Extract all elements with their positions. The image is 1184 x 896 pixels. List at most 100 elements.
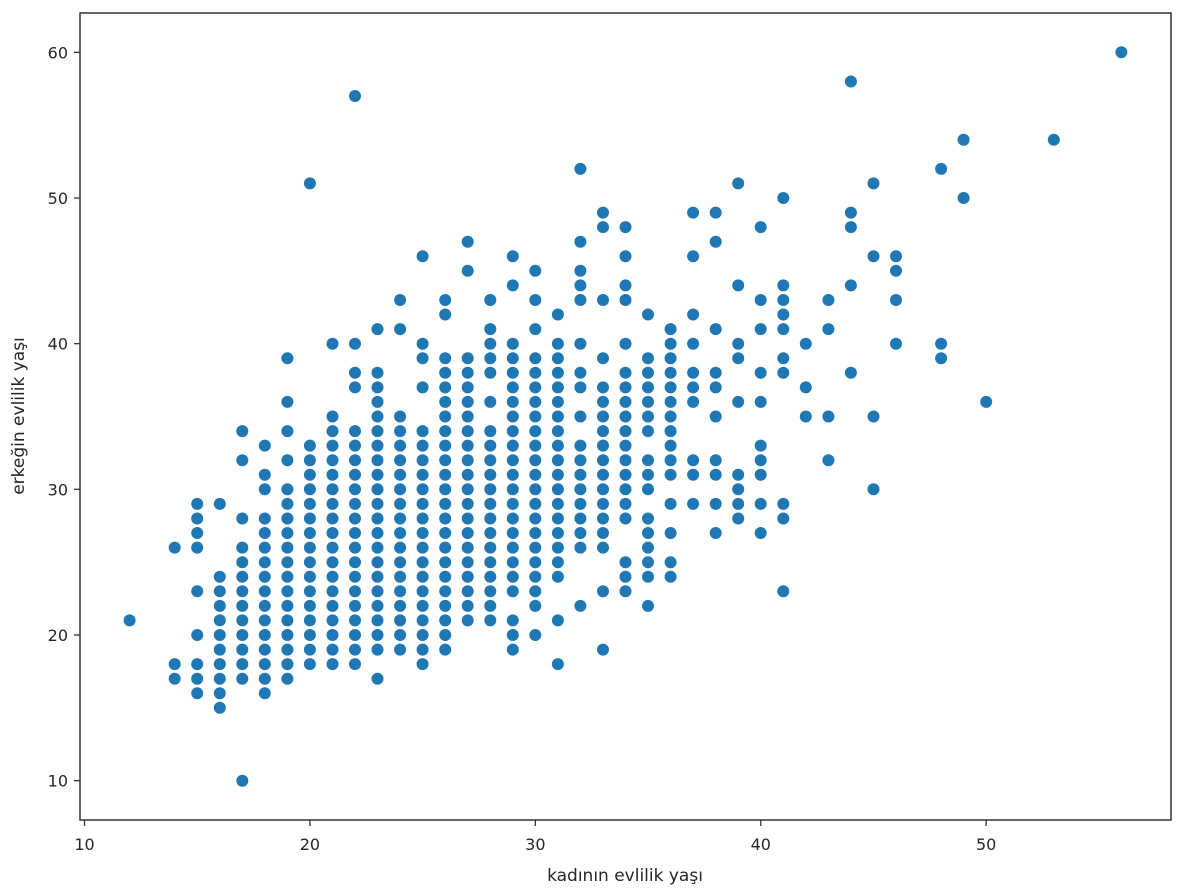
data-point <box>439 425 452 438</box>
data-point <box>664 366 677 379</box>
data-point <box>551 658 564 671</box>
data-point <box>349 468 361 481</box>
y-tick-label: 30 <box>48 480 68 499</box>
data-point <box>687 395 700 408</box>
data-point <box>484 425 497 438</box>
data-point <box>416 483 429 496</box>
data-point <box>664 439 677 452</box>
data-point <box>506 497 519 510</box>
data-point <box>506 410 519 423</box>
data-point <box>371 556 384 569</box>
data-point <box>506 250 519 263</box>
data-point <box>732 337 745 350</box>
data-point <box>935 162 948 175</box>
data-point <box>754 294 767 306</box>
data-point <box>867 410 880 423</box>
data-point <box>258 527 271 539</box>
data-point <box>619 294 632 306</box>
data-point <box>303 556 316 569</box>
data-point <box>236 599 249 612</box>
data-point <box>822 454 835 467</box>
data-point <box>484 352 497 365</box>
data-point <box>303 439 316 452</box>
data-point <box>529 629 542 641</box>
data-point <box>867 177 880 190</box>
data-point <box>281 541 294 554</box>
data-point <box>416 512 429 525</box>
data-point <box>822 294 835 306</box>
data-point <box>371 614 384 627</box>
data-point <box>461 512 474 525</box>
data-point <box>191 527 204 539</box>
data-point <box>349 512 361 525</box>
data-point <box>642 352 654 365</box>
data-point <box>281 672 294 685</box>
data-point <box>326 425 339 438</box>
data-point <box>597 410 609 423</box>
data-point <box>822 323 835 336</box>
data-point <box>461 366 474 379</box>
data-point <box>371 381 384 394</box>
data-point <box>597 381 609 394</box>
data-point <box>416 658 429 671</box>
data-point <box>529 556 542 569</box>
data-point <box>935 352 948 365</box>
data-point <box>642 381 654 394</box>
data-point <box>687 454 700 467</box>
data-point <box>439 454 452 467</box>
data-point <box>461 381 474 394</box>
data-point <box>439 599 452 612</box>
data-point <box>664 352 677 365</box>
data-point <box>326 614 339 627</box>
data-point <box>529 468 542 481</box>
data-point <box>777 308 790 321</box>
data-point <box>326 454 339 467</box>
data-point <box>236 774 249 787</box>
data-point <box>597 483 609 496</box>
data-point <box>506 381 519 394</box>
data-point <box>574 541 587 554</box>
data-point <box>168 658 181 671</box>
data-point <box>551 483 564 496</box>
data-point <box>349 541 361 554</box>
data-point <box>551 395 564 408</box>
data-point <box>191 541 204 554</box>
data-point <box>236 512 249 525</box>
data-point <box>326 556 339 569</box>
data-point <box>506 439 519 452</box>
data-point <box>213 629 226 641</box>
data-point <box>777 279 790 292</box>
data-point <box>709 381 722 394</box>
y-tick-label: 40 <box>48 335 68 354</box>
data-point <box>642 468 654 481</box>
data-point <box>416 556 429 569</box>
data-point <box>281 497 294 510</box>
data-point <box>506 337 519 350</box>
data-point <box>168 672 181 685</box>
data-point <box>574 439 587 452</box>
data-point <box>822 410 835 423</box>
data-point <box>439 643 452 656</box>
data-point <box>461 614 474 627</box>
data-point <box>484 541 497 554</box>
data-point <box>619 468 632 481</box>
data-point <box>394 425 407 438</box>
data-point <box>574 162 587 175</box>
data-point <box>597 352 609 365</box>
data-point <box>574 483 587 496</box>
data-point <box>529 527 542 539</box>
data-point <box>394 585 407 598</box>
data-point <box>371 643 384 656</box>
data-point <box>439 366 452 379</box>
data-point <box>236 570 249 583</box>
data-point <box>687 497 700 510</box>
data-point <box>506 395 519 408</box>
data-point <box>461 352 474 365</box>
data-point <box>642 541 654 554</box>
data-point <box>303 468 316 481</box>
data-point <box>551 454 564 467</box>
x-tick-label: 30 <box>525 835 545 854</box>
data-point <box>506 556 519 569</box>
data-point <box>890 250 902 263</box>
data-point <box>371 395 384 408</box>
